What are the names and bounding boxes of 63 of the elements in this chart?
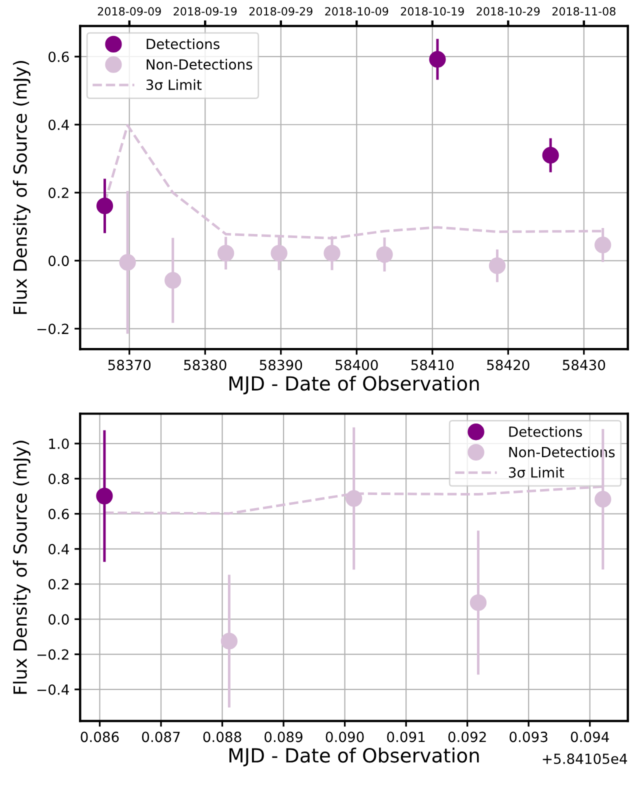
point	[270, 244, 288, 262]
x-axis-title: MJD - Date of Observation	[229, 376, 479, 394]
x-tick-label: 58390	[260, 360, 302, 370]
point	[594, 236, 612, 254]
y-tick-label: 0.2	[48, 579, 68, 590]
x-tick-label: 58430	[562, 360, 606, 370]
text: +5.84105e4	[542, 754, 628, 764]
x-tick-label: 0.092	[448, 732, 486, 742]
point	[429, 51, 446, 68]
x-tick-label: 0.090	[326, 732, 364, 742]
point	[217, 244, 234, 262]
x2-tick-label: 2018-09-29	[249, 7, 312, 16]
x-tick-label: 58370	[108, 360, 151, 370]
point	[346, 490, 362, 507]
y-tick-label: −0.4	[37, 684, 69, 695]
x2-tick-label: 2018-11-08	[552, 7, 616, 16]
x2-tick-label: 2018-09-19	[174, 7, 237, 16]
x-tick-label: 0.093	[510, 732, 548, 742]
point	[96, 198, 114, 214]
legend-label: Detections	[509, 426, 582, 437]
point	[376, 246, 393, 263]
y-tick-label: 0.4	[48, 120, 69, 130]
point	[119, 254, 136, 271]
x-tick-label: 0.091	[387, 732, 425, 742]
x-tick-label: 58380	[184, 360, 226, 370]
y-tick-label: 0.4	[48, 544, 69, 554]
legend-label: Detections	[146, 38, 220, 50]
y-tick-label: −0.2	[37, 649, 68, 660]
legend-label: 3σ Limit	[508, 466, 564, 478]
x-tick-label: 0.094	[570, 732, 609, 742]
y-tick-label: −0.2	[37, 324, 68, 334]
x-tick-label: 0.086	[80, 732, 119, 742]
point	[164, 272, 182, 289]
point	[542, 146, 559, 164]
x-tick-label: 58400	[336, 360, 378, 370]
x-tick-label: 0.087	[142, 732, 180, 742]
point	[96, 488, 113, 504]
x2-tick-label: 2018-10-09	[325, 7, 388, 16]
legend-label: Non-Detections	[146, 58, 252, 70]
legend-label: Non-Detections	[509, 446, 615, 458]
point	[488, 257, 506, 274]
x2-tick-label: 2018-10-19	[400, 7, 464, 16]
y-tick-label: 0.0	[48, 256, 69, 266]
y-tick-label: 0.0	[48, 614, 69, 625]
y-axis-title: Flux Density of Source (mJy)	[12, 60, 30, 314]
y-tick-label: 0.6	[48, 52, 69, 62]
x2-tick-label: 2018-09-09	[98, 7, 161, 16]
x-tick-label: 58420	[487, 360, 530, 370]
point	[324, 244, 340, 262]
y-tick-label: 1.0	[49, 438, 69, 450]
y-tick-label: 0.2	[48, 188, 68, 198]
x-tick-label: 58410	[411, 360, 454, 370]
point	[470, 594, 487, 611]
y-tick-label: 0.8	[48, 474, 69, 484]
x-tick-label: 0.089	[264, 732, 302, 742]
x2-tick-label: 2018-10-29	[476, 7, 540, 16]
y-axis-title: Flux Density of Source (mJy)	[12, 440, 30, 694]
point	[220, 632, 238, 650]
x-axis-title: MJD - Date of Observation	[229, 748, 479, 766]
point	[594, 490, 612, 508]
y-tick-label: 0.6	[48, 508, 69, 520]
legend-label: 3σ Limit	[146, 79, 202, 90]
x-tick-label: 0.088	[203, 732, 242, 742]
